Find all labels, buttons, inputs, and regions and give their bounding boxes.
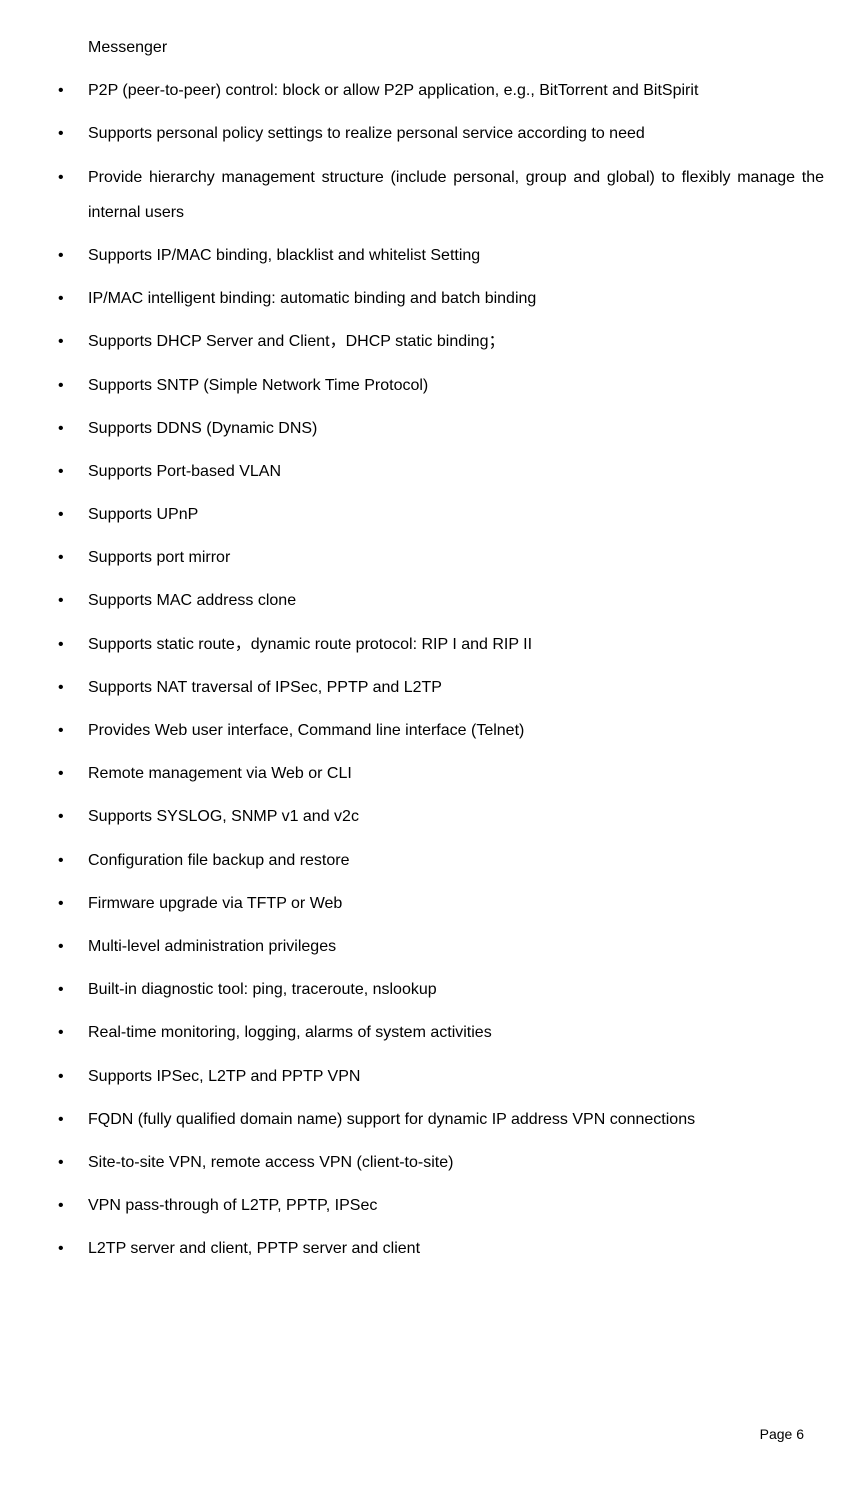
list-item: Multi-level administration privileges (40, 929, 824, 964)
list-item: Firmware upgrade via TFTP or Web (40, 886, 824, 921)
list-item: Supports IP/MAC binding, blacklist and w… (40, 238, 824, 273)
list-item: Supports personal policy settings to rea… (40, 116, 824, 151)
list-item: Remote management via Web or CLI (40, 756, 824, 791)
list-item: Supports static route，dynamic route prot… (40, 627, 824, 662)
list-item: P2P (peer-to-peer) control: block or all… (40, 73, 824, 108)
list-item: Supports IPSec, L2TP and PPTP VPN (40, 1059, 824, 1094)
list-item: Supports MAC address clone (40, 583, 824, 618)
list-item: Site-to-site VPN, remote access VPN (cli… (40, 1145, 824, 1180)
list-item: Supports UPnP (40, 497, 824, 532)
list-item: Supports DHCP Server and Client，DHCP sta… (40, 324, 824, 359)
list-item: Supports NAT traversal of IPSec, PPTP an… (40, 670, 824, 705)
list-item: FQDN (fully qualified domain name) suppo… (40, 1102, 824, 1137)
list-item: Real-time monitoring, logging, alarms of… (40, 1015, 824, 1050)
list-item: Supports port mirror (40, 540, 824, 575)
list-item: Supports Port-based VLAN (40, 454, 824, 489)
first-line-text: Messenger (88, 30, 824, 65)
list-item: Supports SNTP (Simple Network Time Proto… (40, 368, 824, 403)
list-item: Built-in diagnostic tool: ping, tracerou… (40, 972, 824, 1007)
document-page: Messenger P2P (peer-to-peer) control: bl… (40, 30, 824, 1470)
list-item: Configuration file backup and restore (40, 843, 824, 878)
list-item: L2TP server and client, PPTP server and … (40, 1231, 824, 1266)
list-item: Supports SYSLOG, SNMP v1 and v2c (40, 799, 824, 834)
list-item: Supports DDNS (Dynamic DNS) (40, 411, 824, 446)
feature-list: P2P (peer-to-peer) control: block or all… (40, 73, 824, 1266)
page-number: Page 6 (760, 1419, 804, 1450)
list-item: VPN pass-through of L2TP, PPTP, IPSec (40, 1188, 824, 1223)
list-item: IP/MAC intelligent binding: automatic bi… (40, 281, 824, 316)
list-item: Provides Web user interface, Command lin… (40, 713, 824, 748)
list-item: Provide hierarchy management structure (… (40, 160, 824, 230)
